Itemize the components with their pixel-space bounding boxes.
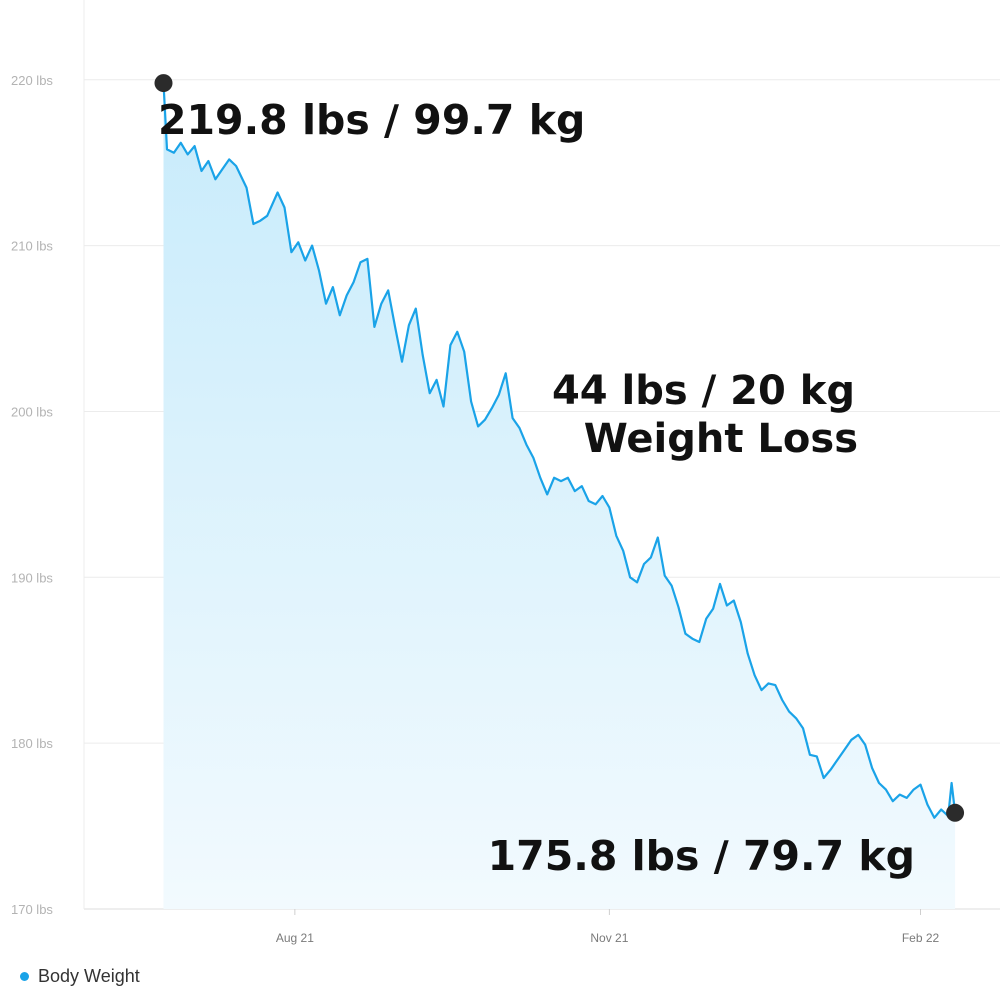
y-tick-label: 210 lbs bbox=[11, 239, 53, 254]
x-tick-label: Nov 21 bbox=[590, 931, 628, 945]
y-tick-label: 190 lbs bbox=[11, 570, 53, 585]
legend-marker-icon bbox=[20, 972, 29, 981]
y-tick-label: 180 lbs bbox=[11, 736, 53, 751]
legend-label: Body Weight bbox=[38, 966, 140, 986]
y-tick-label: 170 lbs bbox=[11, 902, 53, 917]
weight-loss-label-line2: Weight Loss bbox=[584, 416, 858, 462]
weight-loss-label-line1: 44 lbs / 20 kg bbox=[552, 368, 855, 414]
y-tick-label: 220 lbs bbox=[11, 73, 53, 88]
x-tick-label: Feb 22 bbox=[902, 931, 940, 945]
legend[interactable]: Body Weight bbox=[20, 966, 140, 987]
end-weight-label: 175.8 lbs / 79.7 kg bbox=[488, 832, 915, 880]
end-point-marker bbox=[946, 803, 965, 822]
markers bbox=[154, 74, 965, 822]
y-tick-label: 200 lbs bbox=[11, 404, 53, 419]
body-weight-area bbox=[163, 83, 956, 910]
body-weight-line bbox=[162, 83, 957, 819]
start-point-marker bbox=[154, 74, 173, 93]
x-axis: Aug 21 Nov 21 Feb 22 bbox=[276, 909, 940, 945]
start-weight-label: 219.8 lbs / 99.7 kg bbox=[158, 96, 585, 144]
y-axis: 220 lbs 210 lbs 200 lbs 190 lbs 180 lbs 170 l… bbox=[11, 73, 53, 917]
x-tick-label: Aug 21 bbox=[276, 931, 314, 945]
